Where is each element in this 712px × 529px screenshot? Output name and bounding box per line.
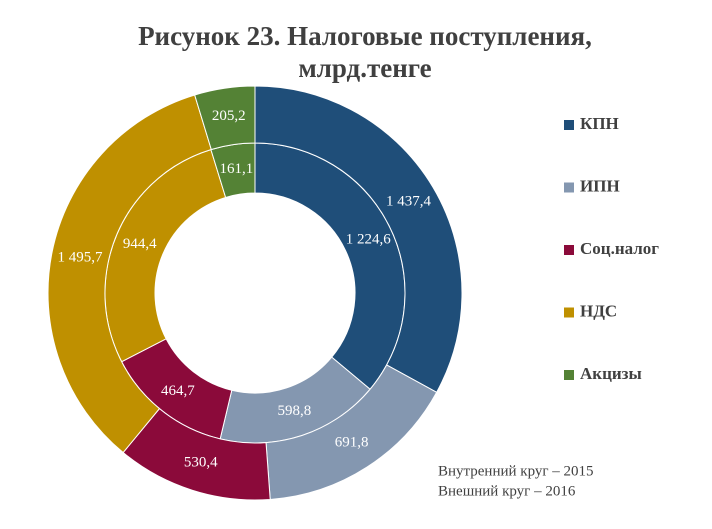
ring-segment: [194, 85, 256, 151]
data-label: 944,4: [123, 236, 157, 252]
legend-label: КПН: [580, 114, 619, 133]
data-label: 598,8: [277, 403, 311, 419]
data-label: 1 495,7: [57, 249, 103, 265]
legend-swatch: [564, 307, 574, 318]
legend-label: Соц.налог: [580, 239, 659, 258]
data-label: 1 437,4: [386, 193, 432, 209]
data-label: 161,1: [220, 161, 254, 177]
legend-label: НДС: [580, 301, 617, 320]
data-label: 205,2: [212, 108, 246, 124]
data-label: 530,4: [184, 455, 218, 471]
ring-segment: [47, 94, 212, 454]
legend-swatch: [564, 370, 574, 380]
series-note: Внутренний круг – 2015: [438, 463, 594, 479]
legend-label: ИПН: [580, 176, 620, 195]
chart-title: Рисунок 23. Налоговые поступления, млрд.…: [138, 21, 592, 83]
data-label: 1 224,6: [346, 232, 392, 248]
ring-segment: [254, 85, 463, 393]
legend-swatch: [564, 245, 574, 255]
data-label: 691,8: [335, 435, 369, 451]
legend-swatch: [564, 182, 574, 193]
data-label: 464,7: [161, 383, 195, 399]
legend-swatch: [564, 120, 574, 130]
legend-label: Акцизы: [580, 364, 642, 383]
series-note: Внешний круг – 2016: [438, 483, 576, 499]
